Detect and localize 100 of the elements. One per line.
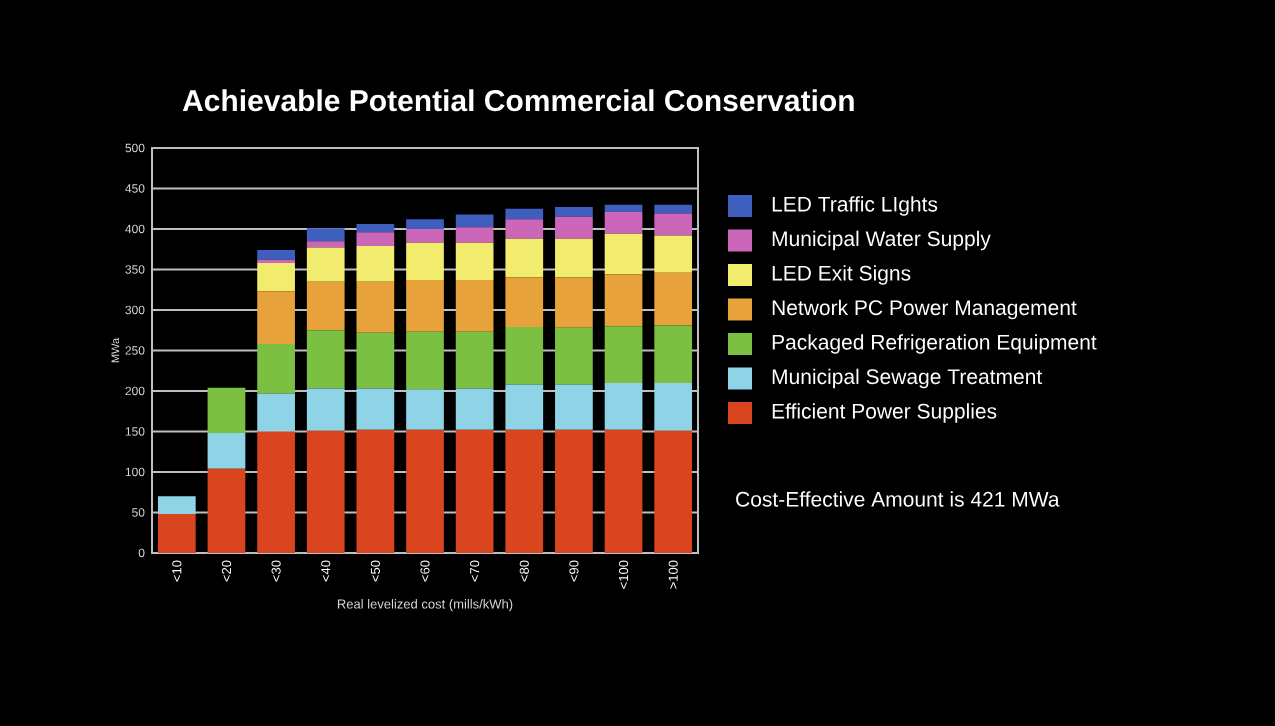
bar bbox=[455, 214, 494, 228]
bar bbox=[257, 393, 295, 432]
bar bbox=[555, 327, 593, 385]
y-tick-label: 500 bbox=[125, 143, 145, 153]
text: Cost-Effective Amount is 421 MWa bbox=[736, 491, 1060, 507]
bar bbox=[306, 281, 345, 331]
x-tick-label: <60 bbox=[420, 560, 430, 582]
bar bbox=[455, 227, 494, 243]
bar bbox=[207, 387, 246, 434]
bar bbox=[356, 388, 395, 430]
y-tick-label: 150 bbox=[125, 427, 145, 436]
bar bbox=[555, 216, 593, 239]
bar bbox=[406, 429, 444, 553]
bar bbox=[257, 250, 295, 260]
legend-label: Municipal Sewage Treatment bbox=[772, 368, 1043, 389]
y-tick-label: 300 bbox=[125, 305, 145, 315]
bar bbox=[654, 272, 693, 326]
bar bbox=[654, 235, 693, 273]
bar bbox=[654, 213, 693, 236]
bar bbox=[455, 429, 494, 553]
legend-label: Municipal Water Supply bbox=[772, 230, 991, 251]
bar bbox=[455, 331, 494, 389]
bar bbox=[604, 211, 643, 234]
bar bbox=[604, 204, 643, 212]
x-tick-label: <20 bbox=[221, 560, 232, 582]
y-tick-label: 0 bbox=[138, 548, 145, 558]
bar bbox=[257, 344, 295, 394]
bar bbox=[157, 514, 196, 553]
x-tick-label: <10 bbox=[172, 560, 182, 582]
y-tick-label: 250 bbox=[125, 346, 145, 355]
y-tick-label: 400 bbox=[125, 224, 145, 234]
bar bbox=[306, 430, 345, 553]
bar bbox=[356, 245, 395, 282]
bar bbox=[555, 429, 593, 553]
bar bbox=[505, 219, 544, 239]
x-tick-label: <90 bbox=[569, 560, 579, 582]
y-axis-title: MWa bbox=[111, 337, 120, 363]
bar bbox=[604, 233, 643, 275]
bar bbox=[455, 242, 494, 281]
legend-label: Efficient Power Supplies bbox=[772, 403, 997, 423]
bar bbox=[505, 429, 544, 553]
chart-title: Achievable Potential Commercial Conservation bbox=[182, 89, 854, 112]
bar bbox=[604, 382, 643, 430]
x-axis-title: Real levelized cost (mills/kWh) bbox=[337, 599, 513, 612]
bar bbox=[455, 388, 494, 430]
bar bbox=[455, 280, 494, 332]
y-tick-label: 450 bbox=[125, 184, 145, 193]
bar bbox=[356, 232, 395, 246]
y-tick-label: 200 bbox=[125, 386, 145, 396]
bar bbox=[306, 247, 345, 282]
bar bbox=[505, 327, 544, 385]
bar bbox=[157, 496, 196, 515]
bar bbox=[406, 389, 444, 430]
bar bbox=[654, 430, 693, 553]
bar bbox=[406, 280, 444, 332]
x-tick-label: <70 bbox=[470, 560, 480, 582]
bar bbox=[406, 331, 444, 390]
bar bbox=[207, 433, 246, 469]
x-tick-label: <80 bbox=[519, 560, 529, 582]
bar bbox=[257, 259, 295, 263]
bar bbox=[257, 431, 295, 553]
bar bbox=[356, 224, 395, 233]
bar bbox=[604, 326, 643, 383]
bar bbox=[505, 238, 544, 278]
bar bbox=[306, 241, 345, 248]
bar bbox=[505, 208, 544, 220]
bar bbox=[654, 204, 693, 214]
legend-label: LED Traffic LIghts bbox=[772, 196, 938, 216]
bar bbox=[406, 228, 444, 243]
legend-label: Packaged Refrigeration Equipment bbox=[772, 334, 1097, 354]
bar bbox=[207, 468, 246, 553]
bar bbox=[306, 388, 345, 431]
bar bbox=[505, 384, 544, 430]
bar bbox=[406, 219, 444, 229]
bar bbox=[654, 325, 693, 383]
bar bbox=[356, 281, 395, 333]
bar bbox=[306, 330, 345, 389]
x-tick-label: <100 bbox=[618, 560, 629, 589]
x-tick-label: >100 bbox=[668, 560, 678, 589]
legend-label: Network PC Power Management bbox=[772, 299, 1077, 320]
bar bbox=[257, 263, 295, 292]
bar bbox=[555, 277, 593, 328]
bar bbox=[356, 429, 395, 553]
x-tick-label: <50 bbox=[370, 560, 380, 582]
x-tick-label: <30 bbox=[271, 560, 281, 582]
legend-label: LED Exit Signs bbox=[772, 265, 911, 285]
x-tick-label: <40 bbox=[321, 560, 331, 582]
bar bbox=[555, 238, 593, 278]
bar bbox=[654, 382, 693, 431]
bar bbox=[555, 384, 593, 430]
y-tick-label: 350 bbox=[125, 265, 145, 274]
bar bbox=[604, 429, 643, 553]
bar bbox=[356, 332, 395, 389]
bar bbox=[257, 291, 295, 345]
y-tick-label: 100 bbox=[125, 467, 145, 477]
bar bbox=[555, 207, 593, 217]
y-tick-label: 50 bbox=[132, 508, 145, 517]
bar bbox=[505, 277, 544, 327]
bar bbox=[604, 274, 643, 327]
bar bbox=[406, 242, 444, 281]
